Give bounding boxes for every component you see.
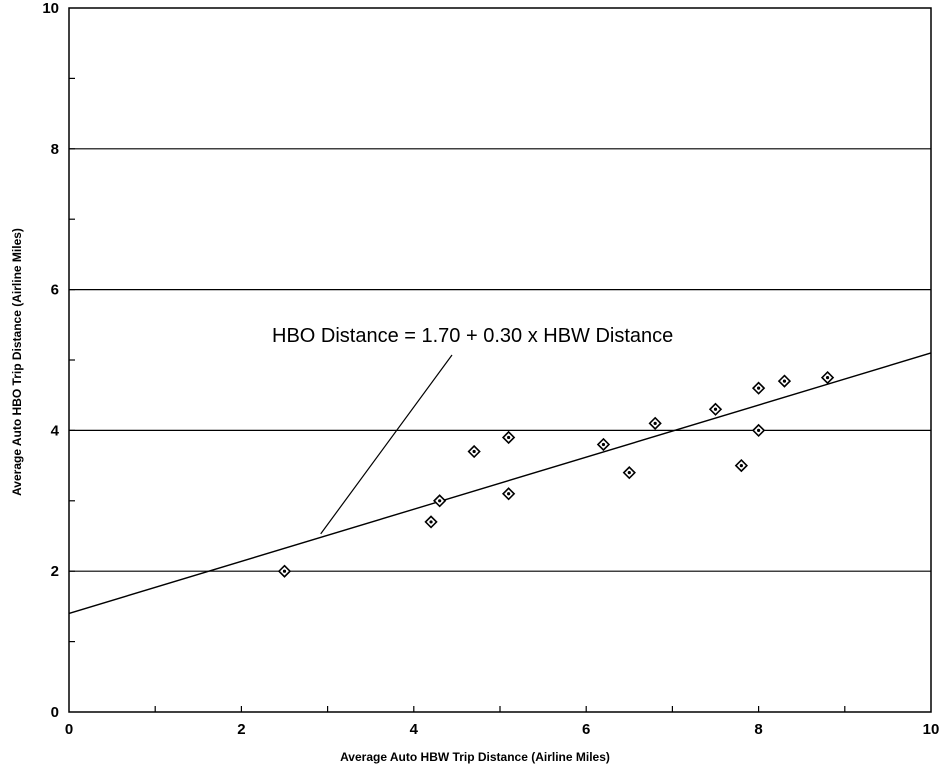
tick-labels: 0 2 4 6 8 10 0 2 4 6 8 10 (42, 0, 939, 738)
y-tick-label-6: 6 (51, 282, 59, 299)
data-point (777, 374, 792, 388)
plot-frame (68, 7, 932, 713)
y-axis-title: Average Auto HBO Trip Distance (Airline … (10, 228, 24, 496)
data-point (708, 402, 723, 416)
data-point (467, 444, 481, 459)
y-tick-label-0: 0 (51, 704, 59, 721)
data-point (501, 430, 516, 445)
x-axis-title: Average Auto HBW Trip Distance (Airline … (340, 750, 610, 764)
x-tick-label-8: 8 (754, 721, 762, 738)
x-tick-label-10: 10 (923, 721, 940, 738)
y-tick-label-10: 10 (42, 0, 59, 17)
regression-equation-label: HBO Distance = 1.70 + 0.30 x HBW Distanc… (272, 325, 673, 347)
axes (68, 7, 932, 713)
data-point (433, 494, 447, 508)
y-tick-label-2: 2 (51, 563, 59, 580)
x-tick-label-2: 2 (237, 721, 245, 738)
x-tick-label-4: 4 (410, 721, 419, 738)
data-point (277, 564, 292, 578)
data-point (751, 381, 766, 395)
data-point (820, 370, 835, 385)
data-point (751, 423, 766, 438)
trend-line (68, 352, 932, 615)
data-point (501, 487, 516, 501)
x-tick-label-6: 6 (582, 721, 590, 738)
data-point (648, 416, 662, 430)
data-points (277, 370, 835, 578)
data-point (622, 466, 636, 480)
data-point (596, 437, 611, 452)
y-tick-label-8: 8 (51, 141, 59, 158)
annotation-leader-line (320, 354, 453, 535)
y-tick-label-4: 4 (51, 422, 60, 439)
x-tick-label-0: 0 (65, 721, 73, 738)
gridlines (69, 148, 931, 572)
data-point (734, 458, 748, 473)
data-point (424, 515, 438, 529)
